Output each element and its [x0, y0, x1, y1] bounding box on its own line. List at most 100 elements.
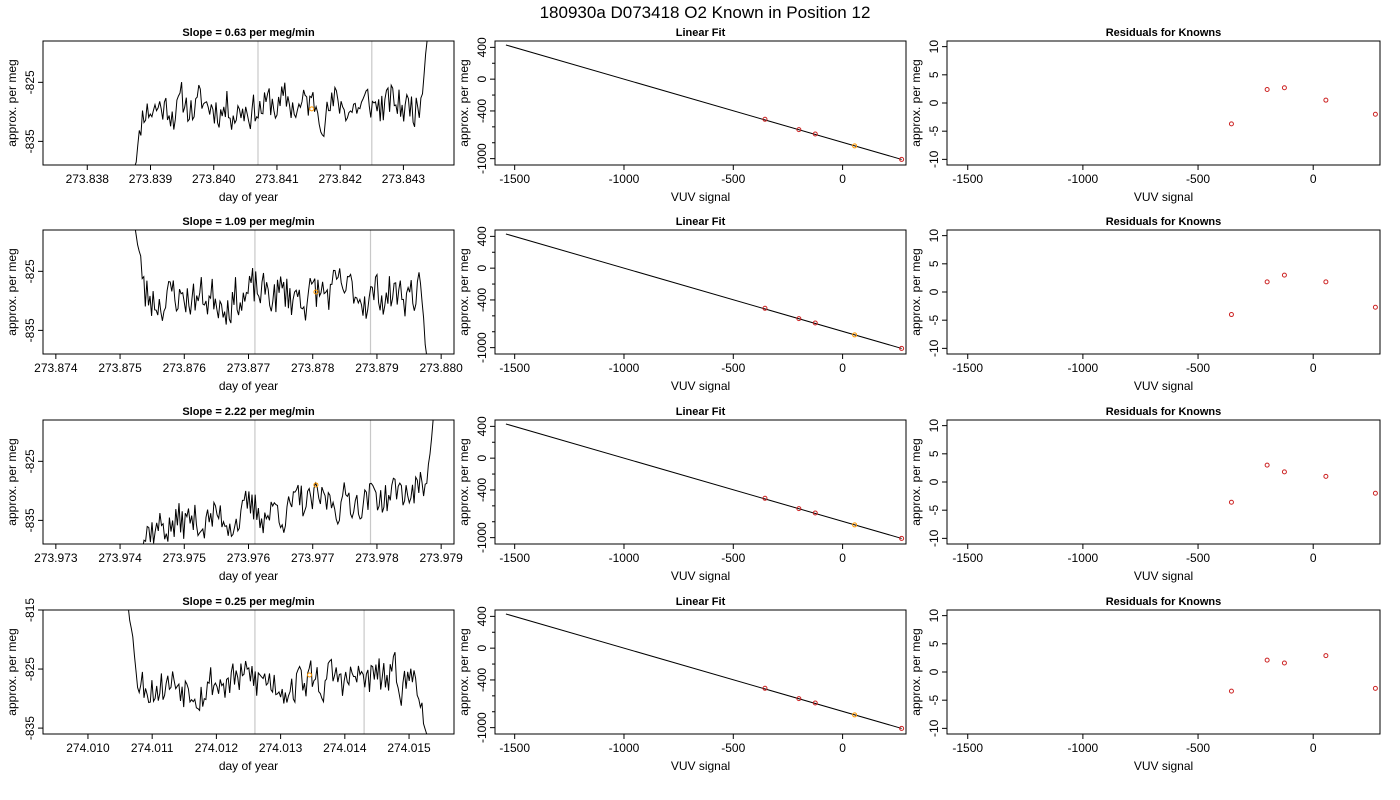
x-tick-label: 273.973 — [34, 551, 78, 565]
resid-row4-x-ticks: -1500 -1000 -500 0 — [952, 734, 1317, 755]
data-point — [812, 700, 818, 706]
x-tick-label: 273.978 — [355, 551, 399, 565]
x-tick-label: -1000 — [609, 741, 640, 755]
data-point — [796, 696, 802, 702]
fit-row2-title: Linear Fit — [676, 216, 726, 228]
x-tick-label: -500 — [1186, 741, 1210, 755]
trace-row4-x-ticks: 274.010 274.011 274.012 274.013 274.014 274.0… — [66, 734, 431, 755]
data-point — [762, 495, 768, 501]
x-tick-label: 274.010 — [66, 741, 110, 755]
x-tick-label: -500 — [1186, 172, 1210, 186]
data-point — [762, 116, 768, 122]
fit-row4-xlabel: VUV signal — [671, 759, 730, 773]
data-point — [1264, 279, 1270, 285]
trace-row4-title: Slope = 0.25 per meg/min — [182, 596, 315, 608]
fit-row2-y-ticks: 400 0 -400 -1000 — [475, 226, 495, 363]
highlight-point — [852, 522, 858, 528]
x-tick-label: -1000 — [609, 361, 640, 375]
trace-row2-x-ticks: 273.874 273.875 273.876 273.877 273.878 273.8… — [34, 354, 463, 375]
trace-series-line — [142, 420, 434, 544]
fit-row1-title: Linear Fit — [676, 27, 726, 39]
y-tick-label: 0 — [475, 264, 489, 271]
x-tick-label: 273.841 — [255, 172, 299, 186]
x-tick-label: 273.839 — [129, 172, 173, 186]
x-tick-label: 0 — [1310, 741, 1317, 755]
data-point — [812, 131, 818, 137]
resid-row2-ylabel: approx. per meg — [909, 248, 923, 335]
x-tick-label: -1500 — [499, 741, 530, 755]
trace-row3-ylabel: approx. per meg — [5, 438, 19, 525]
x-tick-label: -500 — [1186, 551, 1210, 565]
x-tick-label: 274.015 — [387, 741, 431, 755]
trace-row1-x-ticks: 273.838 273.839 273.840 273.841 273.842 273.8… — [66, 165, 426, 186]
x-tick-label: 273.838 — [66, 172, 110, 186]
y-tick-label: -1000 — [475, 522, 489, 553]
y-tick-label: 400 — [475, 416, 489, 436]
y-tick-label: 400 — [475, 226, 489, 246]
resid-row1-panel: Residuals for Knowns-1500 -1000 -500 01050-… — [909, 27, 1381, 204]
fit-row2-plot-area — [505, 233, 905, 351]
x-tick-label: -1500 — [952, 741, 983, 755]
y-tick-label: -10 — [927, 150, 941, 168]
trace-row1-y-ticks: -825 -835 — [23, 70, 43, 153]
resid-row1-y-ticks: 10 5 0 -5 -10 — [927, 40, 947, 168]
trace-row2-ylabel: approx. per meg — [5, 248, 19, 335]
y-tick-label: -1000 — [475, 712, 489, 743]
x-tick-label: -1000 — [609, 551, 640, 565]
fit-row3-y-ticks: 400 0 -400 -1000 — [475, 416, 495, 553]
highlight-point — [313, 289, 319, 295]
data-point — [1264, 462, 1270, 468]
data-point — [899, 535, 905, 541]
data-point — [1323, 279, 1329, 285]
trace-row2-panel: Slope = 1.09 per meg/min 273.874 273.875 27… — [5, 216, 463, 393]
fit-line — [505, 613, 902, 729]
resid-row3-title: Residuals for Knowns — [1106, 406, 1222, 418]
fit-row4-y-ticks: 400 0 -400 -1000 — [475, 606, 495, 743]
y-tick-label: -825 — [23, 657, 37, 681]
x-tick-label: 0 — [839, 361, 846, 375]
fit-row4-ylabel: approx. per meg — [457, 628, 471, 715]
resid-row2-panel: Residuals for Knowns-1500 -1000 -500 01050-… — [909, 216, 1381, 393]
x-tick-label: 273.977 — [291, 551, 335, 565]
resid-row4-ylabel: approx. per meg — [909, 628, 923, 715]
x-tick-label: 273.880 — [419, 361, 463, 375]
data-point — [762, 685, 768, 691]
y-tick-label: 10 — [927, 609, 941, 623]
data-point — [812, 320, 818, 326]
x-tick-label: 273.843 — [382, 172, 426, 186]
x-tick-label: 273.974 — [98, 551, 142, 565]
highlight-point — [307, 672, 313, 678]
y-tick-label: 10 — [927, 419, 941, 433]
resid-row4-title: Residuals for Knowns — [1106, 596, 1222, 608]
resid-row4-xlabel: VUV signal — [1134, 759, 1193, 773]
data-point — [1372, 490, 1378, 496]
y-tick-label: -5 — [927, 505, 941, 516]
data-point — [1228, 688, 1234, 694]
data-point — [1372, 685, 1378, 691]
x-tick-label: -500 — [721, 172, 745, 186]
x-tick-label: 274.012 — [195, 741, 239, 755]
x-tick-label: 0 — [839, 172, 846, 186]
y-tick-label: 400 — [475, 37, 489, 57]
y-tick-label: 0 — [927, 668, 941, 675]
fit-row2-ylabel: approx. per meg — [457, 248, 471, 335]
y-tick-label: -400 — [475, 668, 489, 692]
y-tick-label: -835 — [23, 508, 37, 532]
data-point — [1281, 85, 1287, 91]
resid-row3-x-ticks: -1500 -1000 -500 0 — [952, 544, 1317, 565]
trace-row2-title: Slope = 1.09 per meg/min — [182, 216, 315, 228]
trace-row3-xlabel: day of year — [219, 569, 278, 583]
x-tick-label: -1000 — [1068, 361, 1099, 375]
data-point — [1323, 653, 1329, 659]
trace-row3-plot-area — [142, 420, 434, 544]
fit-line — [505, 44, 902, 160]
highlight-point — [852, 143, 858, 149]
trace-row3-x-ticks: 273.973 273.974 273.975 273.976 273.977 273.9… — [34, 544, 463, 565]
resid-row3-frame — [946, 419, 1381, 545]
x-tick-label: -1500 — [952, 361, 983, 375]
x-tick-label: 273.842 — [318, 172, 362, 186]
x-tick-label: 274.014 — [323, 741, 367, 755]
resid-row1-x-ticks: -1500 -1000 -500 0 — [952, 165, 1317, 186]
